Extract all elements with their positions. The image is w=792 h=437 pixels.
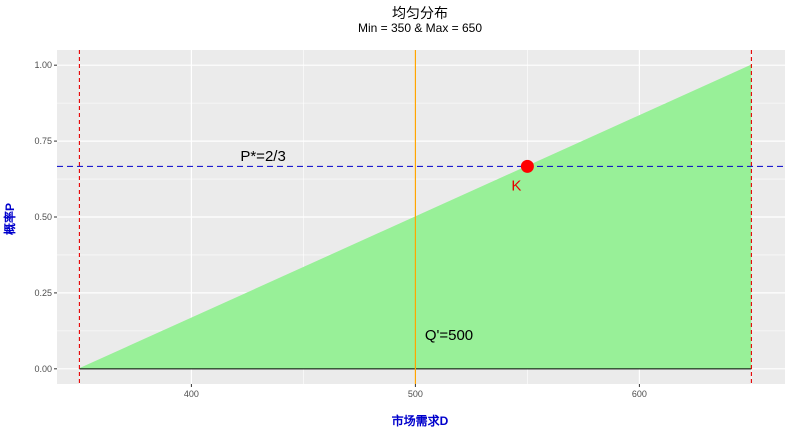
y-tick-label: 0.75 xyxy=(34,136,52,146)
y-tick-label: 0.25 xyxy=(34,288,52,298)
k-point xyxy=(520,159,534,173)
x-axis-title: 市场需求D xyxy=(392,413,449,428)
y-tick-label: 1.00 xyxy=(34,60,52,70)
x-tick-label: 500 xyxy=(408,389,423,399)
annotation-label: P*=2/3 xyxy=(240,148,285,165)
y-tick-label: 0.50 xyxy=(34,212,52,222)
y-axis-title: 概率P xyxy=(2,203,17,235)
y-tick-label: 0.00 xyxy=(34,364,52,374)
x-tick-label: 600 xyxy=(632,389,647,399)
x-tick-label: 400 xyxy=(184,389,199,399)
annotation-label: Q'=500 xyxy=(425,327,473,344)
chart-subtitle: Min = 350 & Max = 650 xyxy=(358,21,482,35)
chart-title: 均匀分布 xyxy=(392,5,448,21)
plot-panel: K P*=2/3 Q'=500 400 500 600 0.00 0.25 0.50 0.75 1.… xyxy=(34,50,785,399)
k-point-label: K xyxy=(511,177,521,194)
